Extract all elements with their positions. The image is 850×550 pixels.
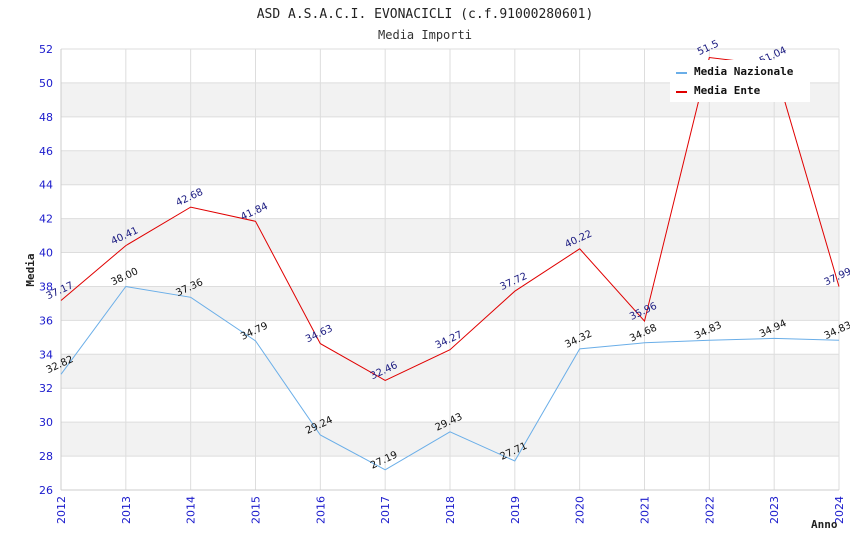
y-tick-label: 32 [39,382,53,395]
x-tick-label: 2020 [574,496,587,524]
y-axis-ticks: 26 28 30 32 34 36 38 40 42 44 46 48 50 52 [39,43,53,497]
y-tick-label: 26 [39,484,53,497]
y-tick-label: 38 [39,280,53,293]
legend-box [670,60,810,102]
x-axis-label: Anno [811,518,838,531]
grid-lines [60,48,840,491]
y-tick-label: 42 [39,213,53,226]
x-tick-label: 2013 [120,496,133,524]
y-tick-label: 36 [39,314,53,327]
x-tick-label: 2021 [639,496,652,524]
x-tick-label: 2012 [55,496,68,524]
series-line-media-ente [60,56,840,381]
y-axis-label: Media [24,253,37,286]
y-tick-label: 34 [39,348,53,361]
series-lines [60,56,840,471]
x-tick-label: 2017 [379,496,392,524]
x-tick-label: 2018 [444,496,457,524]
y-tick-label: 44 [39,179,53,192]
x-tick-label: 2015 [250,496,263,524]
chart-title: ASD A.S.A.C.I. EVONACICLI (c.f.910002806… [257,7,594,22]
x-axis-ticks: 2012 2013 2014 2015 2016 2017 2018 2019 2020 2021… [55,496,846,524]
y-tick-label: 40 [39,247,53,260]
x-tick-label: 2023 [768,496,781,524]
x-tick-label: 2022 [703,496,716,524]
x-tick-label: 2024 [833,496,846,524]
series-line-media-nazionale [60,285,840,471]
chart-subtitle: Media Importi [378,28,472,42]
y-tick-label: 52 [39,43,53,56]
legend-label-media-ente: Media Ente [694,84,761,97]
legend: Media Nazionale Media Ente [670,60,810,102]
y-tick-label: 30 [39,416,53,429]
x-tick-label: 2014 [185,496,198,524]
legend-label-media-nazionale: Media Nazionale [694,65,794,78]
y-tick-label: 46 [39,145,53,158]
y-tick-label: 48 [39,111,53,124]
y-tick-label: 28 [39,450,53,463]
x-tick-label: 2019 [509,496,522,524]
y-tick-label: 50 [39,77,53,90]
x-tick-label: 2016 [314,496,327,524]
